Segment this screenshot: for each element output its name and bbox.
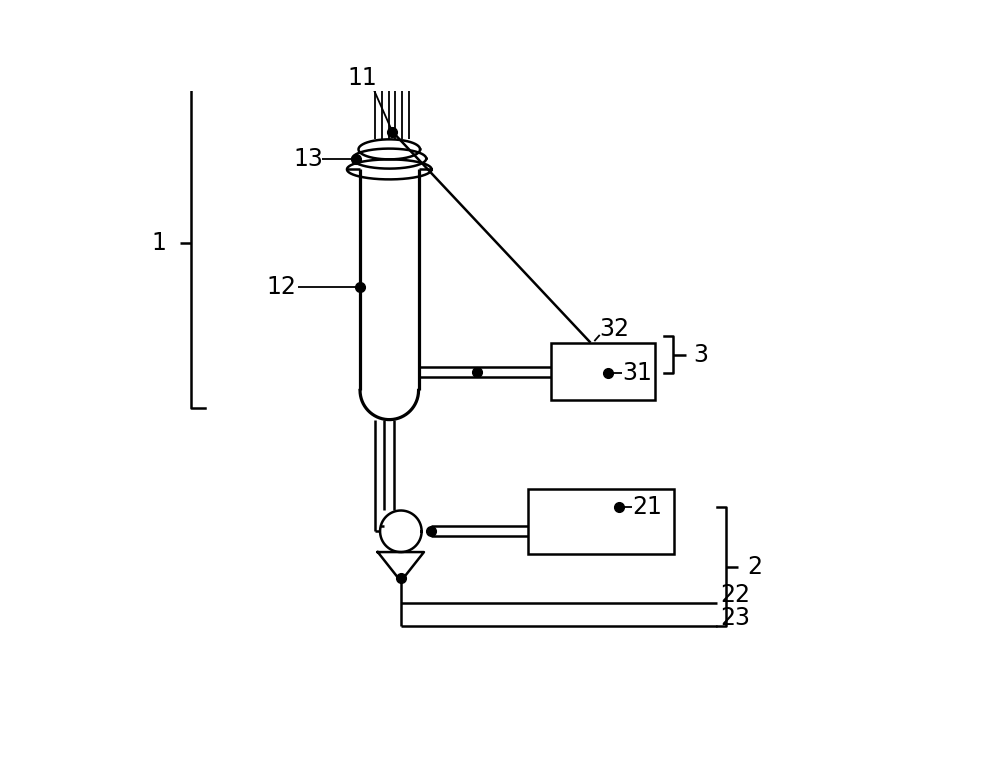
Bar [551,343,655,400]
Text: 11: 11 [347,66,377,90]
Text: 23: 23 [720,606,750,631]
Text: 31: 31 [622,360,652,385]
Text: 13: 13 [293,147,323,170]
Text: 22: 22 [720,583,750,607]
Text: 3: 3 [693,343,708,366]
Text: 32: 32 [600,316,630,341]
Text: 12: 12 [266,275,296,299]
Text: 21: 21 [632,495,662,519]
Text: 1: 1 [151,231,166,255]
Text: 2: 2 [747,555,762,578]
Bar [528,489,674,554]
